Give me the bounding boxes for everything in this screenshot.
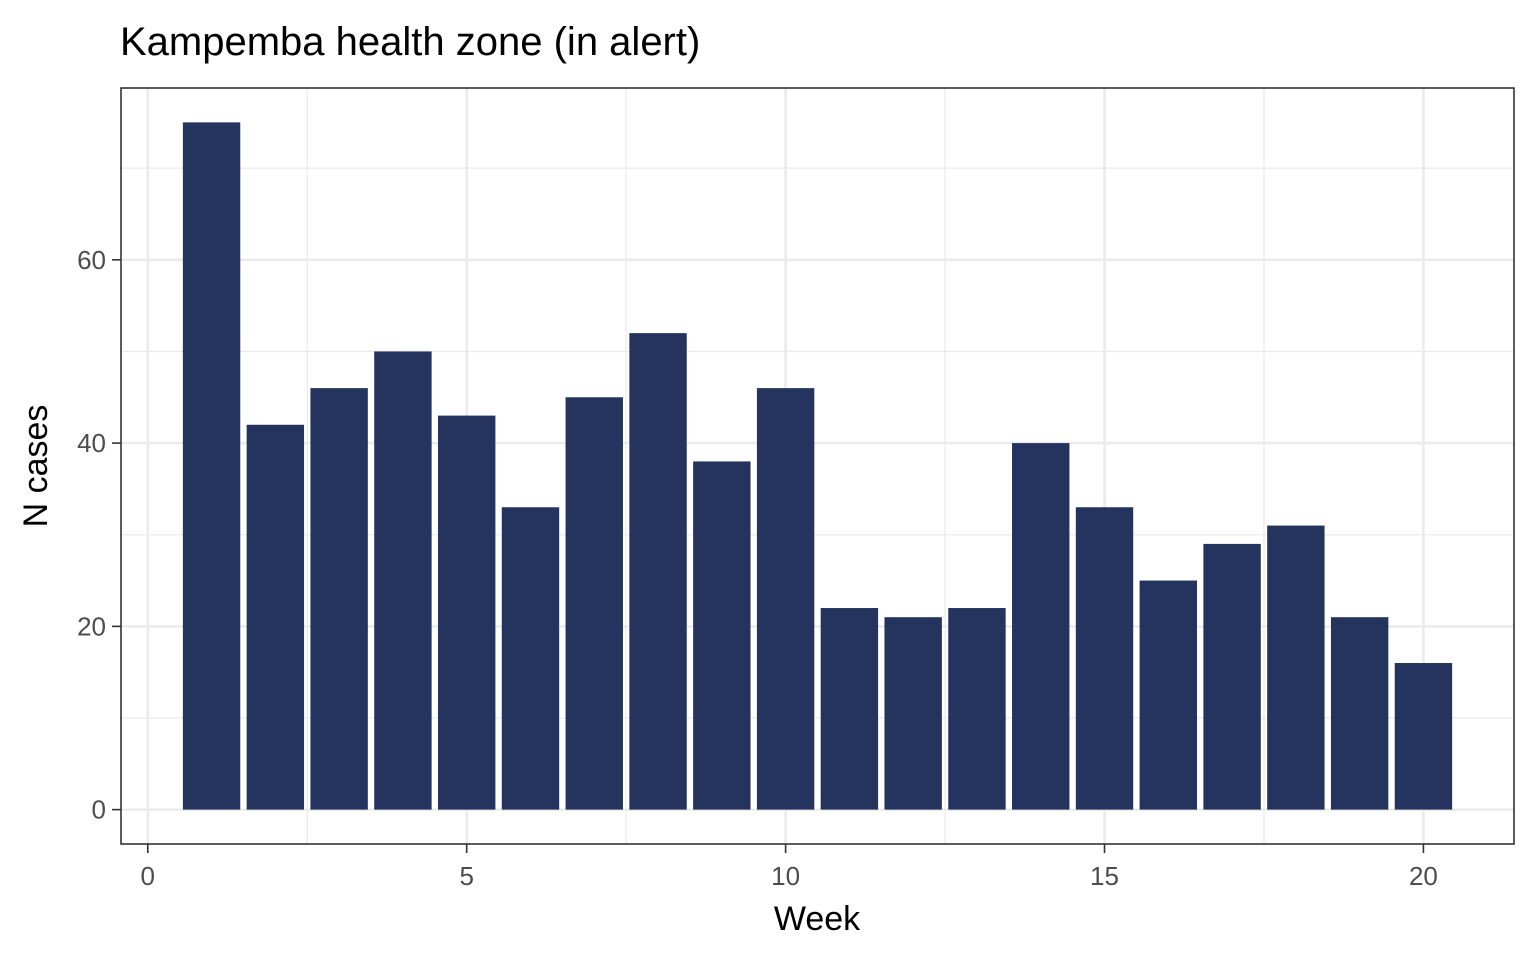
x-tick-label: 20 [1409, 861, 1438, 891]
bar-week-13 [948, 608, 1006, 810]
bar-week-2 [246, 424, 305, 810]
bar-week-17 [1203, 543, 1261, 810]
y-axis-title: N cases [17, 405, 55, 528]
y-tick-label: 20 [77, 611, 106, 641]
bar-week-1 [182, 122, 241, 810]
panel-border [120, 87, 1515, 845]
x-tick-label: 15 [1090, 861, 1119, 891]
chart-title: Kampemba health zone (in alert) [120, 20, 700, 64]
y-tick-label: 0 [92, 795, 106, 825]
bar-week-3 [310, 388, 368, 810]
bar-week-12 [884, 617, 942, 810]
bar-week-19 [1330, 617, 1389, 810]
bar-week-9 [693, 461, 751, 810]
bar-week-14 [1012, 443, 1070, 810]
bar-week-15 [1075, 507, 1134, 810]
bar-week-20 [1394, 663, 1453, 810]
bar-week-5 [437, 415, 496, 810]
x-axis-title: Week [774, 900, 861, 938]
x-tick-label: 10 [771, 861, 800, 891]
bar-week-16 [1139, 580, 1198, 810]
bar-week-6 [501, 507, 560, 810]
bar-week-4 [374, 351, 432, 810]
axis-ticks: 0 5 10 15 20 0 20 40 60 [77, 245, 1438, 891]
y-tick-label: 60 [77, 245, 106, 275]
bar-week-18 [1267, 525, 1325, 810]
bar-week-8 [629, 333, 687, 810]
y-tick-label: 40 [77, 428, 106, 458]
x-tick-label: 0 [141, 861, 155, 891]
bar-week-7 [565, 397, 623, 810]
x-tick-label: 5 [459, 861, 473, 891]
bar-week-11 [820, 608, 879, 810]
bar-week-10 [756, 388, 815, 810]
bars [182, 122, 1453, 810]
